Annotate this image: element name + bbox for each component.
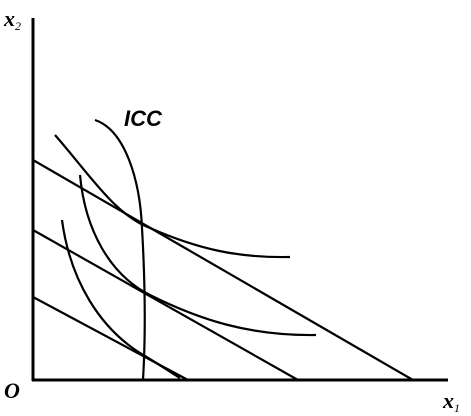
icc-label: ICC <box>124 106 163 131</box>
y-axis-label: x2 <box>3 6 21 33</box>
x-axis-subscript: 1 <box>454 401 460 415</box>
indifference-curve <box>78 174 317 337</box>
origin-label: O <box>4 378 20 403</box>
icc-curve <box>94 118 146 381</box>
budget-line <box>32 159 414 381</box>
y-axis-subscript: 2 <box>15 19 21 33</box>
indifference-curve <box>54 134 291 259</box>
y-axis-symbol: x <box>3 6 15 31</box>
indifference-curve <box>60 219 181 379</box>
budget-line <box>32 229 299 381</box>
x-axis-symbol: x <box>442 388 454 413</box>
x-axis-label: x1 <box>442 388 460 415</box>
